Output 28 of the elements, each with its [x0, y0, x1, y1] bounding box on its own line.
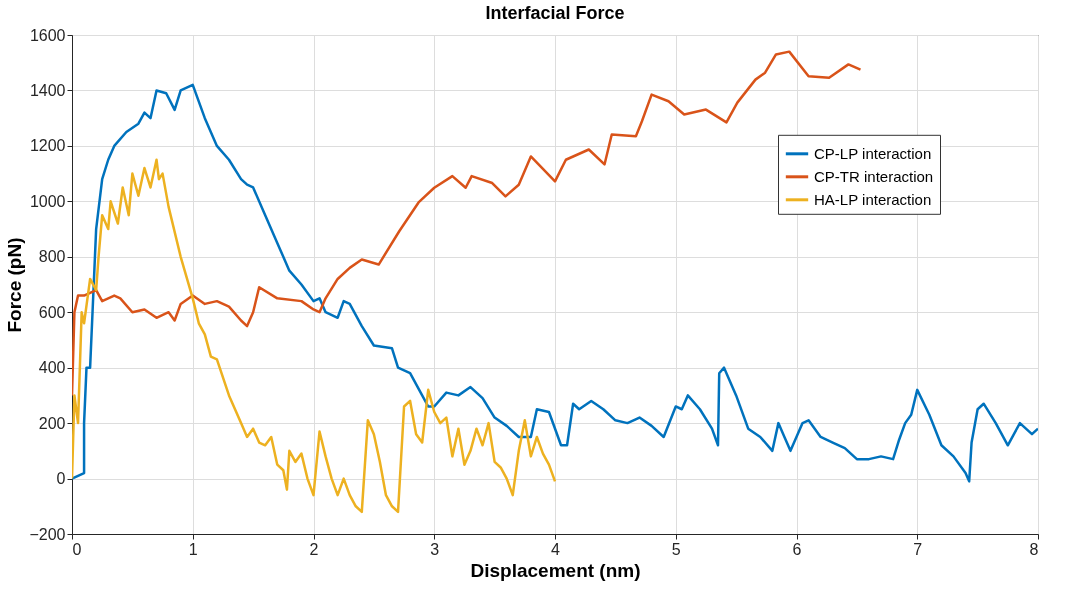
line-series — [72, 83, 1038, 483]
x-tick-label: 5 — [671, 540, 681, 558]
line-series — [72, 158, 557, 514]
x-tick-label: 4 — [551, 540, 561, 558]
y-tick-label: 1200 — [29, 137, 66, 155]
x-axis-title: Displacement (nm) — [470, 559, 641, 581]
x-tick-label: 7 — [913, 540, 923, 558]
legend-label: CP-LP interaction — [814, 144, 932, 162]
legend-label: HA-LP interaction — [814, 190, 932, 208]
y-tick-label: 600 — [38, 303, 66, 321]
y-axis-title: Force (pN) — [4, 237, 26, 333]
x-tick-label: 8 — [1029, 540, 1039, 558]
x-tick-label: 0 — [72, 540, 82, 558]
x-tick-label: 3 — [430, 540, 440, 558]
y-tick-label: 400 — [38, 359, 66, 377]
x-tick-label: 2 — [309, 540, 319, 558]
y-tick-label: 1400 — [29, 81, 66, 99]
chart-title: Interfacial Force — [485, 3, 625, 23]
line-series — [72, 50, 862, 397]
y-tick-label: −200 — [29, 525, 66, 543]
y-tick-label: 200 — [38, 414, 66, 432]
y-tick-label: 1000 — [29, 192, 66, 210]
legend-label: CP-TR interaction — [814, 167, 934, 185]
y-tick-label: 800 — [38, 248, 66, 266]
x-tick-label: 6 — [792, 540, 802, 558]
y-tick-label: 0 — [56, 470, 66, 488]
y-tick-label: 1600 — [29, 26, 66, 44]
x-tick-label: 1 — [188, 540, 198, 558]
